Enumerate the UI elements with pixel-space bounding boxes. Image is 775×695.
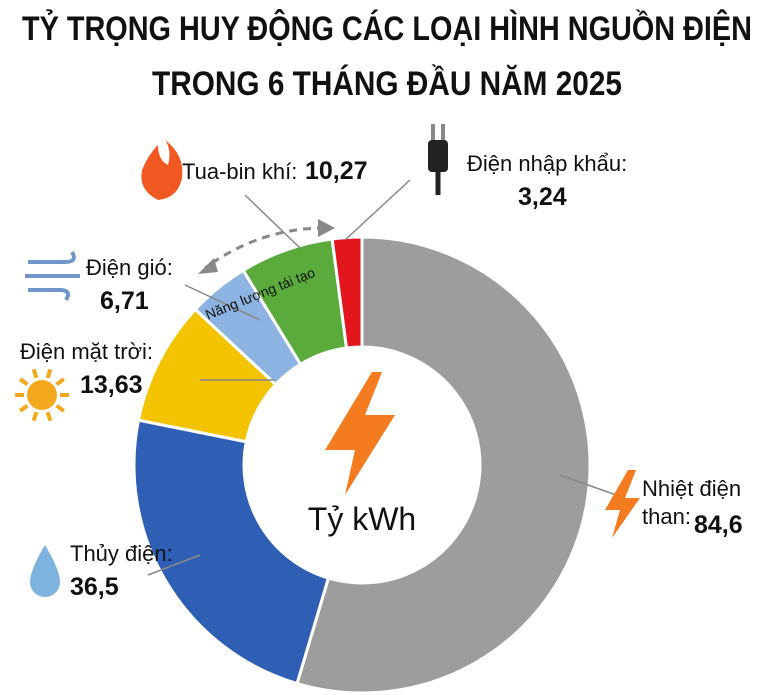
donut-segment: [330, 235, 364, 350]
icon-sun-ray: [31, 368, 39, 379]
icon-sun: [27, 380, 57, 410]
value-label: 6,71: [100, 287, 149, 315]
icon-drop: [30, 545, 60, 597]
icon-sun-ray: [55, 377, 66, 387]
value-label: 3,24: [518, 183, 567, 211]
annotation-arc: [204, 226, 326, 270]
icon-flame: [141, 140, 183, 200]
icon-plug-pin: [441, 124, 445, 140]
center-label: Tỷ kWh: [308, 501, 416, 537]
icon-sun-ray: [55, 403, 66, 413]
category-label: Điện mặt trời:: [20, 339, 154, 364]
icon-wind: [28, 250, 76, 264]
donut-segment: [295, 235, 592, 695]
value-label: 13,63: [80, 371, 143, 399]
arrow-head: [318, 219, 335, 237]
category-label: Thủy điện:: [70, 541, 173, 566]
value-label: 84,6: [694, 511, 743, 539]
center-bolt: [325, 372, 395, 495]
icon-sun-ray: [45, 411, 53, 422]
category-label: Điện nhập khẩu:: [467, 151, 628, 176]
icon-bolt: [605, 470, 640, 538]
icon-sun-ray: [18, 403, 29, 413]
category-label: Tua-bin khí:: [182, 159, 298, 184]
value-label: 36,5: [70, 573, 119, 601]
category-label: Điện gió:: [86, 255, 173, 280]
icon-plug: [428, 140, 448, 172]
leader-line: [344, 179, 411, 241]
icon-sun-ray: [18, 377, 29, 387]
category-label: Nhiệt điện than:: [642, 476, 742, 529]
leader-line: [147, 554, 201, 576]
donut-segment: [132, 418, 331, 686]
icon-sun-ray: [45, 368, 53, 379]
leader-line: [184, 284, 261, 321]
icon-sun-ray: [31, 411, 39, 422]
arrow-head: [198, 258, 218, 274]
chart-subtitle: TRONG 6 THÁNG ĐẦU NĂM 2025: [152, 65, 622, 103]
value-label: 10,27: [305, 157, 368, 185]
leader-line: [244, 194, 301, 249]
icon-wind: [28, 288, 70, 302]
icon-plug-pin: [431, 124, 435, 140]
chart-title: TỶ TRỌNG HUY ĐỘNG CÁC LOẠI HÌNH NGUỒN ĐI…: [22, 9, 752, 48]
